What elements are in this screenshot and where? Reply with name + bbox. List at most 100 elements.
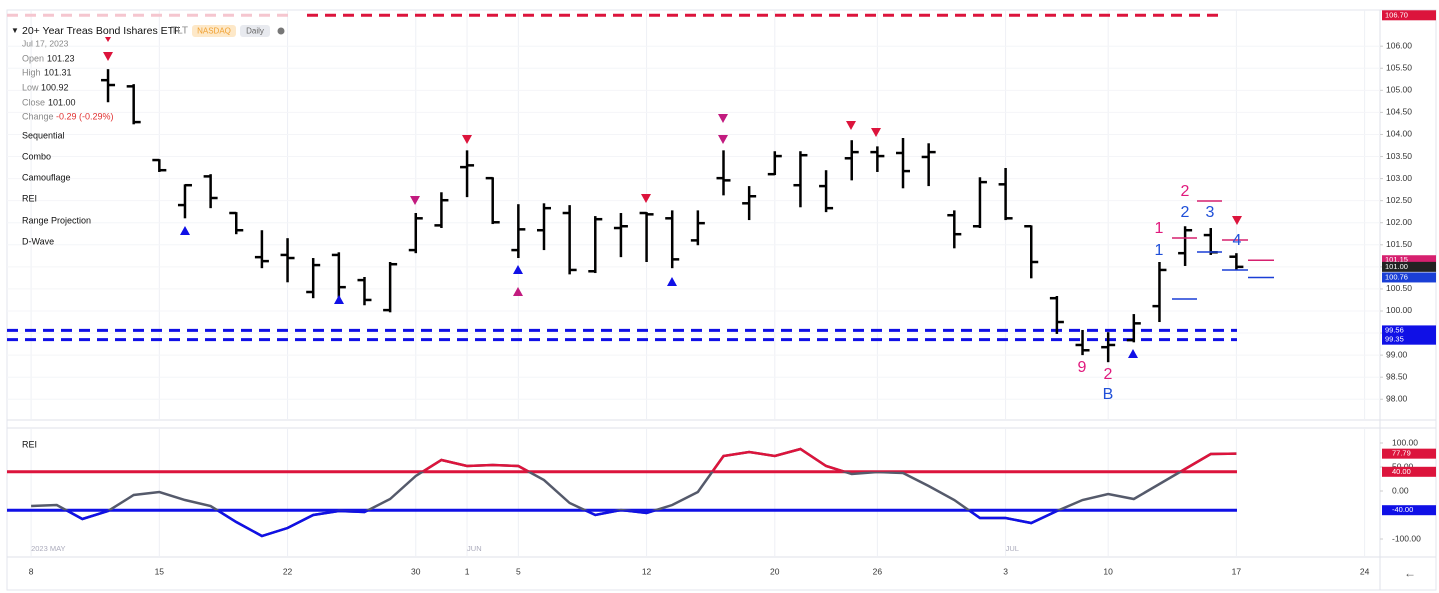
signal-triangle (718, 114, 728, 123)
sequential-count: B (1103, 386, 1114, 403)
sequential-count: 1 (1155, 242, 1164, 259)
legend-header: ▼ 20+ Year Treas Bond Ishares ETF TLT NA… (11, 25, 285, 121)
y-tick-label: 100.00 (1392, 437, 1418, 447)
interval-badge (240, 25, 270, 37)
signal-triangle (180, 226, 190, 235)
menu-item[interactable]: Combo (22, 151, 51, 161)
bar-date: Jul 17, 2023 (22, 38, 69, 48)
signal-triangle (410, 196, 420, 205)
price-label: 100.76 (1385, 272, 1408, 281)
close-value: 101.00 (48, 97, 76, 107)
menu-item[interactable]: Range Projection (22, 215, 91, 225)
price-label-box (1382, 255, 1436, 266)
exchange: NASDAQ (197, 27, 231, 36)
interval: Daily (246, 27, 264, 36)
low-value: 100.92 (41, 82, 69, 92)
y-tick-label: 98.50 (1386, 371, 1408, 381)
x-tick-label: 15 (155, 566, 165, 576)
low-label: Low (22, 82, 39, 92)
frame (6, 9, 1437, 591)
y-tick-label: 99.00 (1386, 349, 1408, 359)
level-label-box (1382, 505, 1436, 516)
y-tick-label: 98.00 (1386, 394, 1408, 404)
y-tick-label: 103.50 (1386, 151, 1412, 161)
x-tick-label: 1 (465, 566, 470, 576)
menu-item[interactable]: Sequential (22, 130, 65, 140)
price-label: 101.15 (1385, 255, 1408, 264)
menu-item[interactable]: Camouflage (22, 172, 71, 182)
rei-line-overbought (420, 447, 1237, 472)
price-label-box (1382, 334, 1436, 345)
price-label: 99.56 (1385, 325, 1404, 334)
sequential-count: 4 (1233, 232, 1242, 249)
menu-item[interactable]: D-Wave (22, 236, 54, 246)
collapse-icon[interactable]: ▼ (11, 26, 19, 35)
signal-triangle (667, 277, 677, 286)
close-label: Close (22, 97, 45, 107)
month-label: 2023 MAY (31, 544, 65, 553)
open-value: 101.23 (47, 53, 75, 63)
x-tick-label: 20 (770, 566, 780, 576)
month-label: JUL (1006, 544, 1019, 553)
y-tick-label: -100.00 (1392, 533, 1421, 543)
rei-line (31, 447, 1237, 538)
signal-triangle (1232, 216, 1242, 225)
y-tick-label: 105.50 (1386, 63, 1412, 73)
sequential-count: 1 (1155, 220, 1164, 237)
change-label: Change (22, 111, 54, 121)
x-tick-label: 3 (1003, 566, 1008, 576)
scroll-back-button[interactable]: ← (1404, 566, 1416, 580)
signal-triangle (103, 52, 113, 61)
y-tick-label: 104.00 (1386, 129, 1412, 139)
y-tick-label: 103.00 (1386, 173, 1412, 183)
x-tick-label: 10 (1103, 566, 1113, 576)
signal-triangle (105, 37, 111, 42)
x-tick-label: 17 (1232, 566, 1242, 576)
signal-triangle (513, 265, 523, 274)
signal-triangle (513, 287, 523, 296)
signal-triangle (641, 194, 651, 203)
x-tick-label: 5 (516, 566, 521, 576)
price-label: 106.70 (1385, 10, 1408, 19)
last-value-label: 77.79 (1392, 449, 1411, 458)
signal-triangle (1128, 349, 1138, 358)
rei-line-oversold (63, 510, 1062, 538)
y-tick-label: 102.00 (1386, 217, 1412, 227)
sequential-count: 2 (1181, 204, 1190, 221)
x-tick-label: 26 (873, 566, 883, 576)
signal-triangle (462, 135, 472, 144)
y-tick-label: 105.00 (1386, 85, 1412, 95)
signal-triangle (334, 295, 344, 304)
y-tick-label: 50.00 (1392, 461, 1414, 471)
y-tick-label: 100.00 (1386, 305, 1412, 315)
price-label-box (1382, 272, 1436, 283)
symbol: TLT (171, 26, 188, 37)
last-value-box (1382, 448, 1436, 459)
x-tick-label: 30 (411, 566, 421, 576)
signal-triangle (718, 135, 728, 144)
indicator-title: REI (22, 439, 37, 449)
price-label-box (1382, 261, 1436, 272)
x-tick-label: 8 (29, 566, 34, 576)
month-label: JUN (467, 544, 482, 553)
menu-item[interactable]: REI (22, 193, 37, 203)
sequential-count: 2 (1181, 183, 1190, 200)
y-tick-label: 0.00 (1392, 485, 1409, 495)
indicator-menu: Sequential Combo Camouflage REI Range Projec… (22, 130, 91, 246)
change-value: -0.29 (-0.29%) (56, 111, 114, 121)
price-label: 99.35 (1385, 335, 1404, 344)
price-label-box (1382, 10, 1436, 21)
x-tick-label: 22 (283, 566, 293, 576)
sequential-count: 2 (1104, 366, 1113, 383)
high-value: 101.31 (44, 67, 72, 77)
exchange-badge (192, 25, 236, 37)
signal-triangle (871, 128, 881, 137)
sequential-count: 9 (1078, 359, 1087, 376)
x-tick-label: 24 (1360, 566, 1370, 576)
level-label-box (1382, 466, 1436, 477)
x-tick-label: 12 (642, 566, 652, 576)
